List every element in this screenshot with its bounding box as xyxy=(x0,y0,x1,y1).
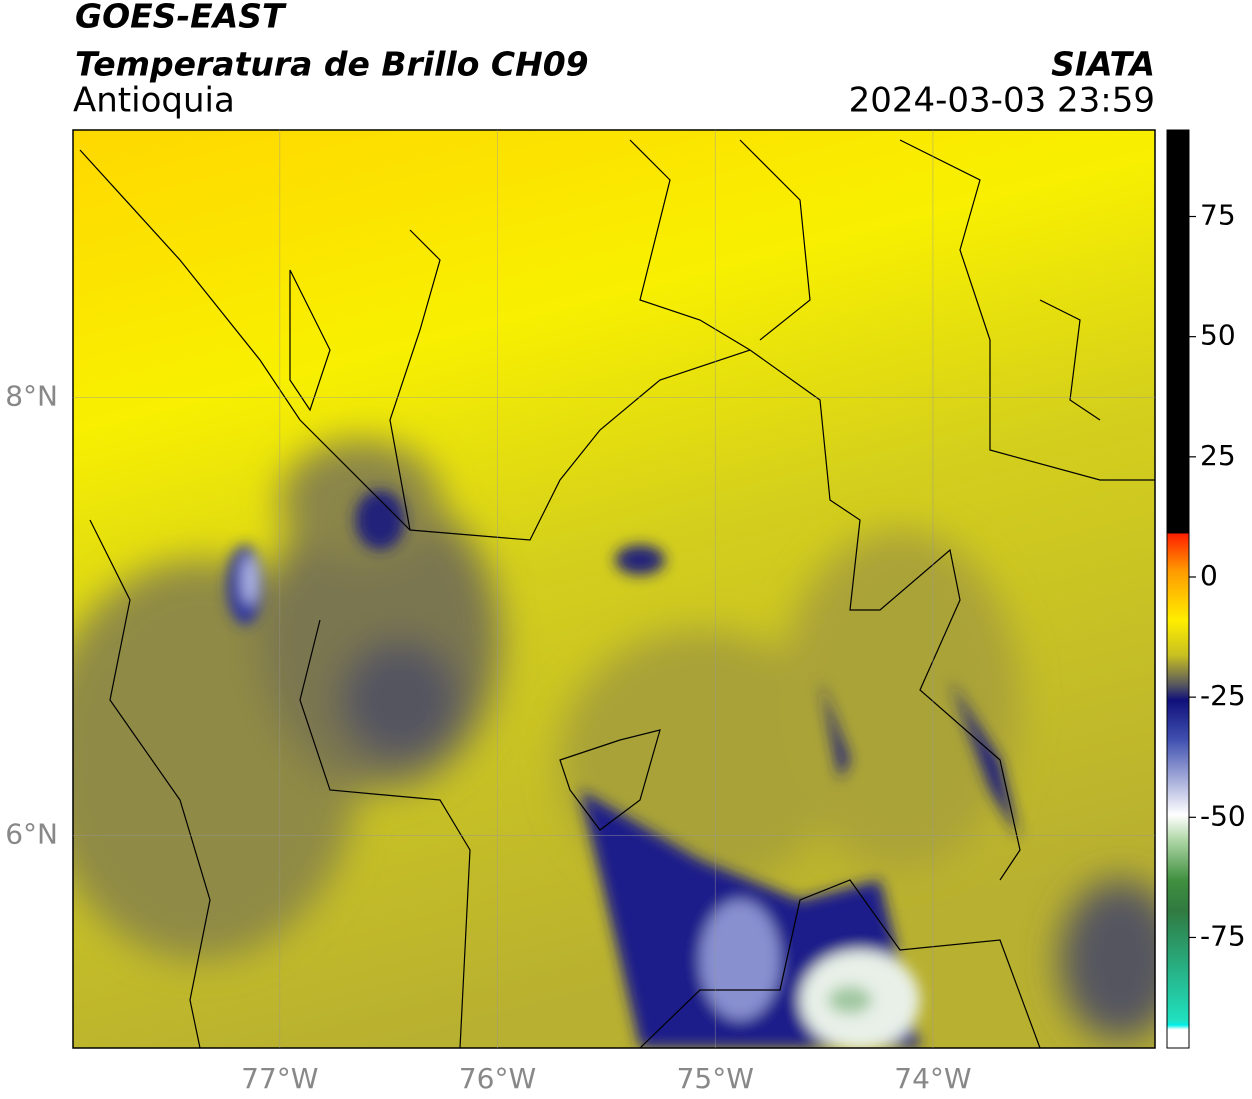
colorbar xyxy=(1166,129,1190,1049)
datetime: 2024-03-03 23:59 xyxy=(849,81,1155,121)
colorbar-tick-label: 75 xyxy=(1200,199,1236,232)
y-tick-label: 8°N xyxy=(5,379,58,412)
x-tick-label: 75°W xyxy=(677,1062,754,1095)
x-tick-label: 77°W xyxy=(241,1062,318,1095)
map-frame xyxy=(72,129,1156,1049)
region: Antioquia xyxy=(73,81,235,121)
colorbar-tick-label: 50 xyxy=(1200,319,1236,352)
map-image xyxy=(73,130,1155,1048)
x-tick-label: 76°W xyxy=(459,1062,536,1095)
colorbar-tick-label: 0 xyxy=(1200,559,1218,592)
source: SIATA xyxy=(1051,45,1155,84)
subtitle: Temperatura de Brillo CH09 xyxy=(75,45,589,84)
colorbar-tick-label: -75 xyxy=(1200,919,1246,952)
colorbar-tick-label: -25 xyxy=(1200,679,1246,712)
colorbar-tick-label: 25 xyxy=(1200,439,1236,472)
title: GOES-EAST xyxy=(75,0,287,36)
x-tick-label: 74°W xyxy=(894,1062,971,1095)
y-tick-label: 6°N xyxy=(5,817,58,850)
colorbar-tick-label: -50 xyxy=(1200,799,1246,832)
